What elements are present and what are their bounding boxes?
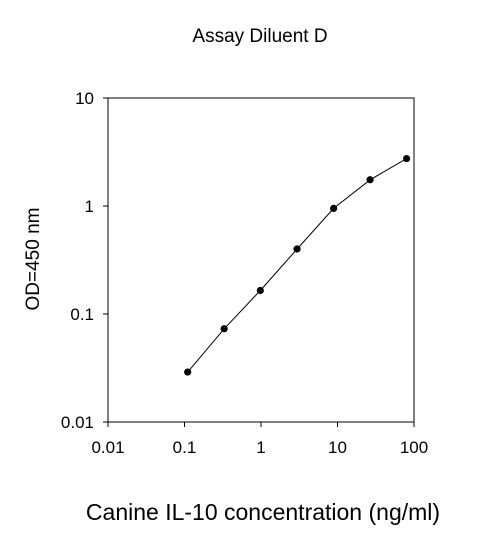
data-point bbox=[329, 204, 338, 213]
y-tick-label: 0.01 bbox=[61, 413, 94, 432]
data-point bbox=[402, 154, 411, 163]
x-tick-label: 100 bbox=[400, 438, 428, 457]
y-tick-label: 1 bbox=[85, 197, 94, 216]
series-line bbox=[187, 158, 407, 373]
data-point bbox=[293, 245, 301, 253]
data-point bbox=[366, 176, 374, 184]
chart-title: Assay Diluent D bbox=[192, 26, 327, 47]
y-tick-label: 10 bbox=[75, 89, 94, 108]
x-axis-label: Canine IL-10 concentration (ng/ml) bbox=[86, 499, 440, 525]
plot-frame bbox=[107, 97, 415, 423]
x-tick-label: 0.01 bbox=[91, 438, 124, 457]
y-tick-label: 0.1 bbox=[70, 305, 94, 324]
y-axis-label: OD=450 nm bbox=[23, 208, 44, 311]
x-tick-label: 10 bbox=[328, 438, 347, 457]
data-point bbox=[184, 368, 192, 376]
x-tick-label: 1 bbox=[256, 438, 265, 457]
data-point bbox=[220, 325, 228, 333]
x-tick-label: 0.1 bbox=[173, 438, 197, 457]
data-point bbox=[256, 286, 264, 295]
